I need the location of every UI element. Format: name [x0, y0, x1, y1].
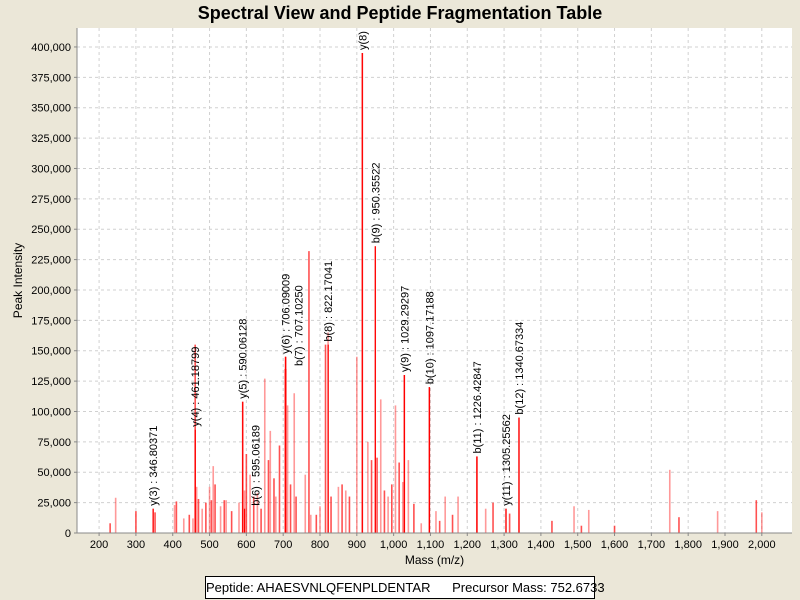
peak-annotation: b(12) : 1340.67334	[514, 322, 526, 415]
y-tick-label: 75,000	[37, 437, 71, 449]
x-tick-label: 1,500	[564, 539, 592, 551]
x-tick-label: 700	[274, 539, 292, 551]
y-tick-label: 325,000	[31, 133, 71, 145]
y-tick-label: 200,000	[31, 285, 71, 297]
y-tick-label: 250,000	[31, 224, 71, 236]
peak-annotation: b(9) : 950.35522	[370, 162, 382, 243]
peptide-info-box: Peptide: AHAESVNLQFENPLDENTAR Precursor …	[205, 576, 605, 599]
peak-annotation: b(11) : 1226.42847	[472, 361, 484, 453]
x-tick-label: 800	[311, 539, 329, 551]
y-tick-label: 300,000	[31, 163, 71, 175]
x-tick-label: 1,400	[527, 539, 555, 551]
y-tick-label: 275,000	[31, 194, 71, 206]
peak-annotation: b(7) : 707.10250	[293, 285, 305, 366]
x-tick-label: 1,800	[674, 539, 702, 551]
y-tick-label: 350,000	[31, 103, 71, 115]
plot-area	[77, 28, 792, 533]
y-tick-label: 100,000	[31, 406, 71, 418]
x-tick-label: 2,000	[748, 539, 776, 551]
x-tick-label: 300	[127, 539, 145, 551]
y-tick-label: 0	[65, 528, 71, 540]
x-tick-label: 1,000	[380, 539, 408, 551]
spectrum-chart: 0 25,000 50,000 75,000 100,000 125,000 150,000…	[11, 28, 792, 567]
peak-annotation: b(6) : 595.06189	[251, 425, 263, 506]
peak-annotation: y(3) : 346.80371	[148, 426, 160, 506]
peak-annotation: y(6) : 706.09009	[280, 274, 292, 354]
x-tick-label: 400	[164, 539, 182, 551]
peak-annotation: y(8)	[357, 31, 369, 50]
y-tick-label: 225,000	[31, 255, 71, 267]
y-tick-label: 150,000	[31, 346, 71, 358]
chart-title: Spectral View and Peptide Fragmentation …	[197, 3, 603, 23]
x-tick-label: 1,600	[601, 539, 629, 551]
x-tick-label: 900	[348, 539, 366, 551]
x-axis-label: Mass (m/z)	[405, 553, 464, 567]
x-tick-label: 1,700	[638, 539, 666, 551]
y-axis-label: Peak Intensity	[11, 243, 25, 318]
x-tick-label: 1,200	[454, 539, 482, 551]
peak-annotation: b(10) : 1097.17188	[424, 291, 436, 384]
peak-annotation: b(8) : 822.17041	[323, 261, 335, 342]
y-tick-label: 175,000	[31, 315, 71, 327]
y-tick-label: 400,000	[31, 42, 71, 54]
x-tick-label: 200	[90, 539, 108, 551]
y-tick-label: 50,000	[37, 467, 71, 479]
peak-annotation: y(5) : 590.06128	[238, 319, 250, 399]
x-tick-label: 600	[237, 539, 255, 551]
y-tick-label: 375,000	[31, 72, 71, 84]
y-tick-label: 25,000	[37, 498, 71, 510]
peak-annotation: y(11) : 1305.25562	[501, 414, 513, 506]
peak-annotation: y(9) : 1029.29297	[399, 286, 411, 372]
x-tick-label: 1,100	[417, 539, 445, 551]
x-tick-label: 1,300	[490, 539, 518, 551]
x-tick-label: 1,900	[711, 539, 739, 551]
peak-annotation: y(4) : 461.18799	[190, 347, 202, 427]
y-tick-label: 125,000	[31, 376, 71, 388]
x-tick-label: 500	[200, 539, 218, 551]
